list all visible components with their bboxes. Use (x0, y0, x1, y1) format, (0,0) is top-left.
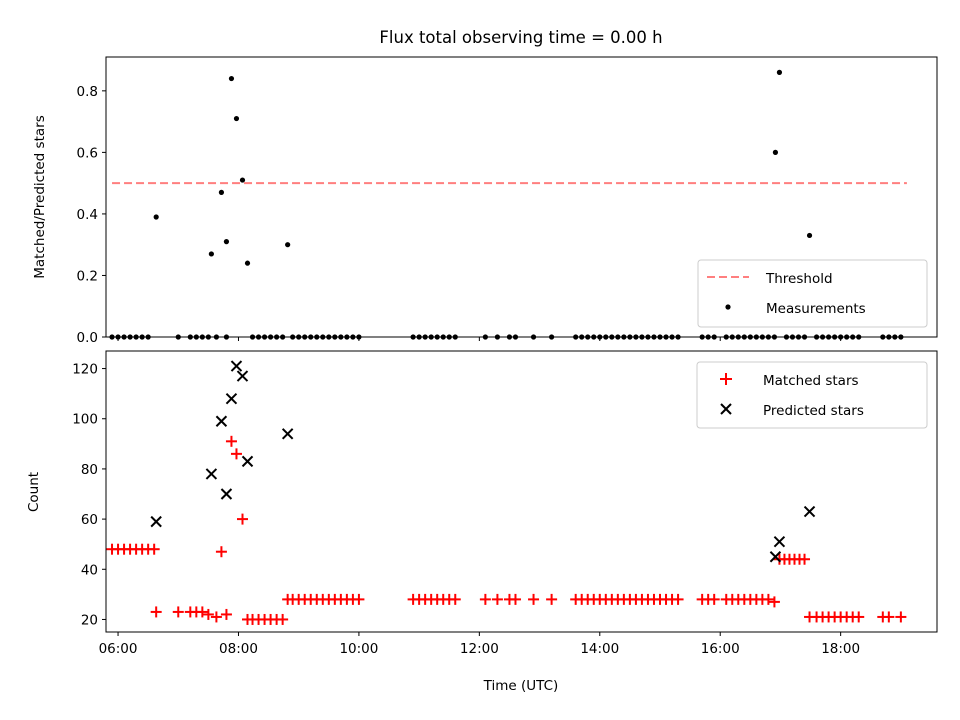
bottom-y-tick-label: 80 (81, 462, 98, 478)
measurement-point (245, 261, 250, 266)
measurement-point (773, 150, 778, 155)
top-y-axis-label: Matched/Predicted stars (32, 115, 48, 278)
x-tick-label: 12:00 (460, 641, 499, 657)
measurement-point (285, 242, 290, 247)
measurement-point (240, 177, 245, 182)
measurement-point (209, 251, 214, 256)
measurement-point (807, 233, 812, 238)
bottom-legend: Matched stars Predicted stars (697, 362, 927, 428)
predicted-legend-label: Predicted stars (763, 403, 864, 419)
measurement-point (224, 239, 229, 244)
measurements-legend-swatch (725, 304, 730, 309)
bottom-y-tick-label: 20 (81, 612, 98, 628)
measurement-point (777, 70, 782, 75)
measurement-point (234, 116, 239, 121)
figure: Flux total observing time = 0.00 h Match… (0, 0, 960, 720)
x-tick-label: 10:00 (339, 641, 378, 657)
x-tick-label: 16:00 (701, 641, 740, 657)
top-legend: Threshold Measurements (698, 260, 927, 327)
bottom-y-tick-label: 100 (72, 412, 98, 428)
threshold-legend-label: Threshold (765, 271, 833, 287)
bottom-y-axis-label: Count (26, 472, 42, 512)
x-axis-label: Time (UTC) (483, 678, 559, 694)
measurement-point (154, 214, 159, 219)
top-y-tick-label: 0.8 (77, 84, 98, 100)
chart-title: Flux total observing time = 0.00 h (379, 28, 662, 47)
measurement-point (219, 190, 224, 195)
x-tick-label: 08:00 (219, 641, 258, 657)
bottom-y-tick-label: 60 (81, 512, 98, 528)
measurements-legend-label: Measurements (766, 301, 866, 317)
top-y-tick-label: 0.6 (77, 145, 98, 161)
top-y-tick-label: 0.0 (77, 330, 98, 346)
x-tick-label: 14:00 (580, 641, 619, 657)
x-tick-label: 18:00 (821, 641, 860, 657)
matched-legend-label: Matched stars (763, 373, 859, 389)
bottom-y-tick-label: 120 (72, 362, 98, 378)
top-y-tick-label: 0.4 (77, 207, 98, 223)
bottom-y-tick-label: 40 (81, 562, 98, 578)
x-tick-label: 06:00 (99, 641, 138, 657)
measurement-point (229, 76, 234, 81)
top-y-tick-label: 0.2 (77, 268, 98, 284)
